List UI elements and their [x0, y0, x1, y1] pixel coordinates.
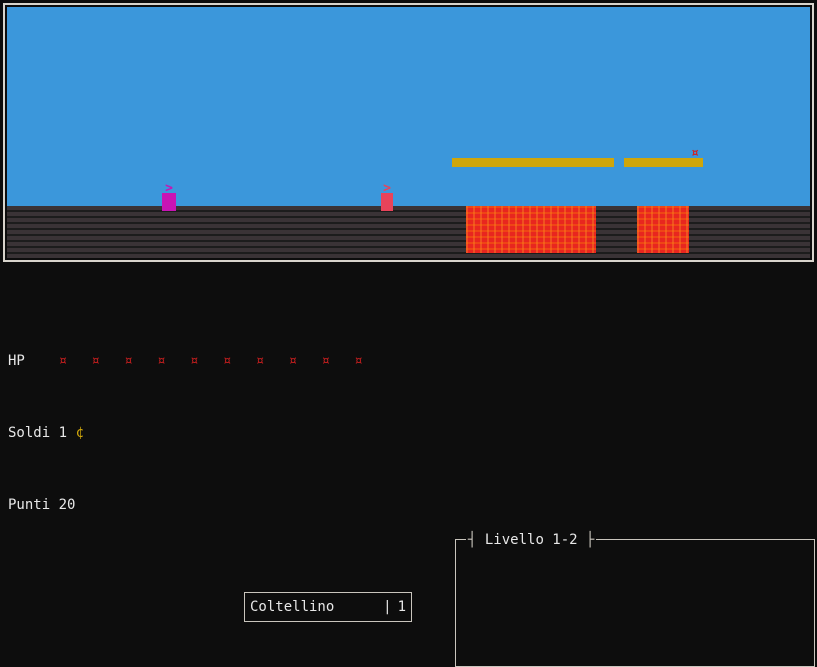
sky-background: [7, 7, 810, 206]
game-screen: ¤ > > HP ¤ ¤ ¤ ¤ ¤ ¤ ¤ ¤ ¤ ¤ Soldi 1 ¢ P: [0, 3, 817, 667]
coin-symbol-icon: ¢: [75, 425, 84, 441]
level-title-right-bar: ├: [586, 532, 595, 548]
enemy-sprite[interactable]: >: [381, 182, 393, 211]
money-gap: [50, 425, 58, 441]
hp-row: HP ¤ ¤ ¤ ¤ ¤ ¤ ¤ ¤ ¤ ¤: [8, 352, 371, 370]
game-viewport[interactable]: ¤ > >: [7, 7, 810, 258]
player-facing-icon: >: [165, 181, 173, 196]
inventory-item-name: Coltellino: [250, 599, 335, 615]
money-gap2: [67, 425, 75, 441]
platform-left: [452, 158, 614, 167]
hud-panel: HP ¤ ¤ ¤ ¤ ¤ ¤ ¤ ¤ ¤ ¤ Soldi 1 ¢ Punti 2…: [0, 264, 817, 667]
player-sprite[interactable]: >: [162, 182, 176, 211]
hp-gap: [25, 353, 59, 369]
inventory-box[interactable]: Coltellino | 1: [244, 592, 412, 622]
hp-label: HP: [8, 353, 25, 369]
coin-pickup-icon[interactable]: ¤: [691, 146, 699, 161]
stats-block: HP ¤ ¤ ¤ ¤ ¤ ¤ ¤ ¤ ¤ ¤ Soldi 1 ¢ Punti 2…: [8, 316, 371, 550]
game-viewport-frame: ¤ > >: [3, 3, 814, 262]
red-block-small: [637, 206, 689, 253]
player-body: [162, 193, 176, 211]
points-gap: [50, 497, 58, 513]
platform-right: [624, 158, 703, 167]
money-label: Soldi: [8, 425, 51, 441]
level-title-left-bar: ┤: [468, 532, 477, 548]
inventory-quantity: 1: [397, 599, 406, 615]
money-value: 1: [58, 425, 68, 441]
hp-hearts: ¤ ¤ ¤ ¤ ¤ ¤ ¤ ¤ ¤ ¤: [58, 353, 371, 369]
enemy-facing-icon: >: [383, 181, 391, 196]
inventory-row[interactable]: Coltellino | 1: [245, 593, 411, 621]
level-title-pad-left: [476, 532, 484, 548]
points-label: Punti: [8, 497, 51, 513]
ground-terrain: [7, 206, 810, 258]
points-row: Punti 20: [8, 496, 371, 514]
points-value: 20: [58, 497, 76, 513]
enemy-body: [381, 193, 393, 211]
money-row: Soldi 1 ¢: [8, 424, 371, 442]
inventory-separator: |: [383, 599, 392, 615]
level-panel: ┤ Livello 1-2 ├: [455, 531, 815, 667]
level-title-text: Livello 1-2: [484, 532, 578, 548]
red-block-large: [466, 206, 596, 253]
level-title-pad-right: [578, 532, 586, 548]
level-title: ┤ Livello 1-2 ├: [466, 531, 597, 549]
level-panel-body: [456, 554, 814, 666]
